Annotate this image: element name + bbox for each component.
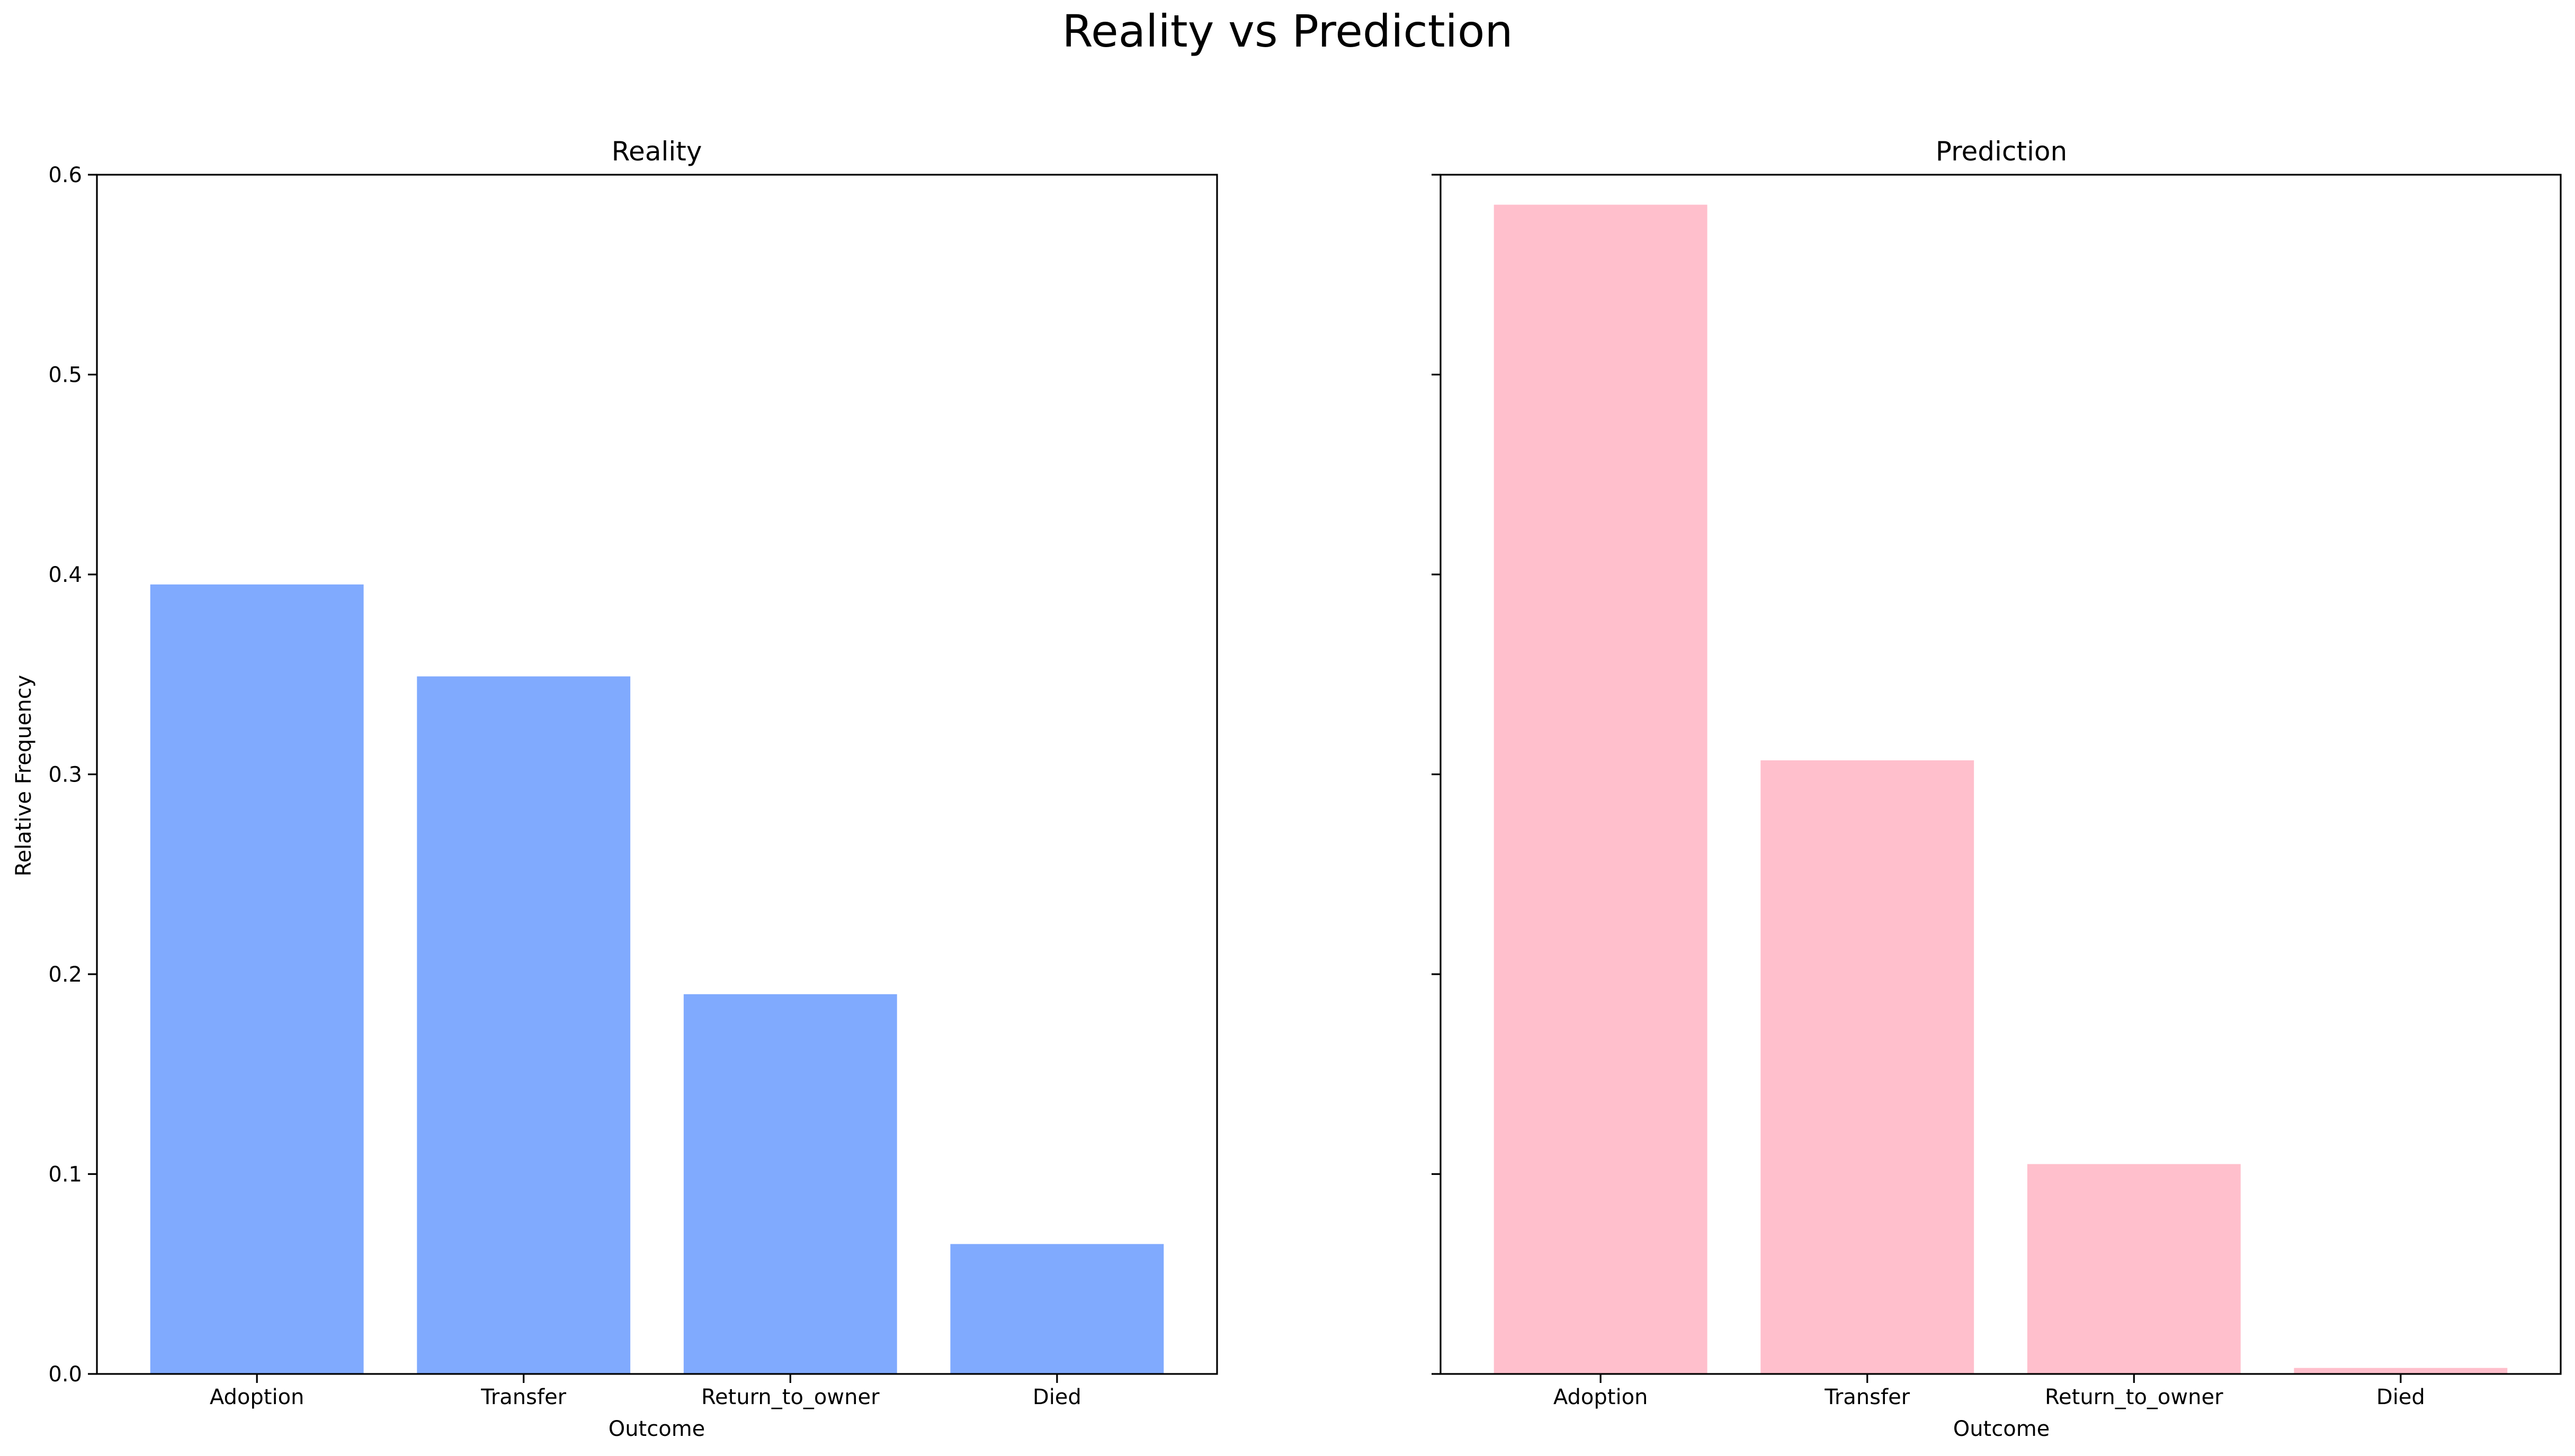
reality-y-tick-label: 0.3: [48, 763, 82, 787]
reality-y-tick-label: 0.1: [48, 1163, 82, 1187]
prediction-axis-ticks: Adoption Transfer Return_to_owner Died: [1432, 174, 2425, 1409]
reality-bar-return-to-owner: [683, 994, 897, 1374]
prediction-plot-frame: [1440, 174, 2562, 1375]
reality-x-tick-label-return-to-owner: Return_to_owner: [701, 1385, 880, 1409]
reality-bar-died: [950, 1244, 1164, 1374]
prediction-x-tick-label-adoption: Adoption: [1553, 1385, 1648, 1409]
reality-chart-title: Reality: [612, 136, 702, 167]
reality-y-tick-label: 0.6: [48, 163, 82, 187]
reality-bar-transfer: [417, 676, 631, 1374]
reality-y-tick-label: 0.4: [48, 563, 82, 587]
reality-x-axis-label: Outcome: [609, 1417, 705, 1441]
reality-plot-frame: [96, 174, 1218, 1375]
prediction-x-axis-label: Outcome: [1953, 1417, 2050, 1441]
reality-y-axis-label: Relative Frequency: [12, 675, 36, 877]
prediction-bars: [1494, 204, 2508, 1374]
figure-title: Reality vs Prediction: [1062, 5, 1513, 57]
prediction-chart-title: Prediction: [1936, 136, 2067, 167]
prediction-bar-transfer: [1760, 760, 1974, 1374]
reality-x-tick-label-transfer: Transfer: [480, 1385, 566, 1409]
reality-bars: [150, 584, 1164, 1374]
prediction-x-tick-label-died: Died: [2376, 1385, 2425, 1409]
reality-chart: Reality Outcome Relative Frequency 0.00.…: [12, 136, 1218, 1441]
reality-axis-ticks: 0.0 0.1 0.2 0.3 0.4 0.5 0.6 Adoption Transfer Ret…: [48, 163, 1081, 1409]
prediction-chart: Prediction Outcome Adoption Transfer Retur…: [1432, 136, 2562, 1441]
prediction-x-tick-label-return-to-owner: Return_to_owner: [2045, 1385, 2223, 1409]
reality-x-tick-label-died: Died: [1033, 1385, 1081, 1409]
prediction-x-tick-label-transfer: Transfer: [1824, 1385, 1910, 1409]
reality-x-tick-label-adoption: Adoption: [210, 1385, 305, 1409]
prediction-bar-adoption: [1494, 204, 1707, 1374]
prediction-bar-died: [2294, 1368, 2508, 1374]
reality-y-tick-label: 0.0: [48, 1362, 82, 1387]
reality-y-tick-label: 0.5: [48, 363, 82, 388]
reality-bar-adoption: [150, 584, 364, 1374]
prediction-bar-return-to-owner: [2027, 1164, 2241, 1374]
reality-y-tick-label: 0.2: [48, 963, 82, 987]
